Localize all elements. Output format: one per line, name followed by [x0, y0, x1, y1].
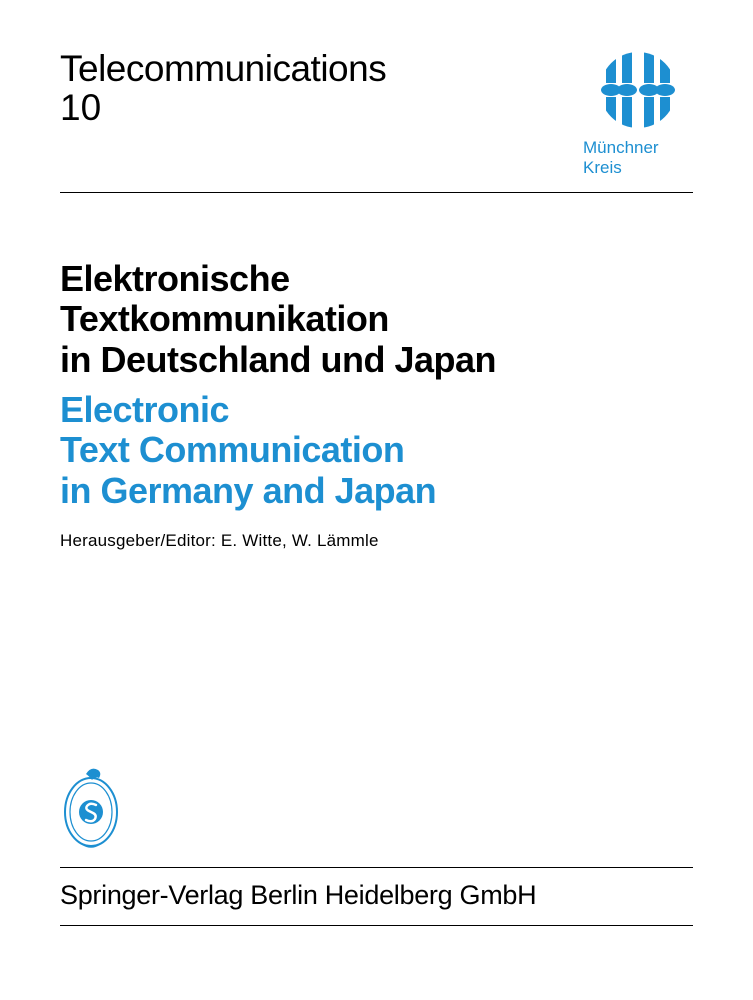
title-german: Elektronische Textkommunikation in Deuts… — [60, 259, 693, 380]
series-header: Telecommunications 10 — [60, 50, 693, 178]
publisher-name: Springer-Verlag Berlin Heidelberg GmbH — [60, 880, 693, 911]
springer-logo-icon — [60, 764, 122, 852]
series-subtitle: Münchner Kreis — [583, 138, 693, 178]
series-title: Telecommunications — [60, 50, 583, 89]
editors-line: Herausgeber/Editor: E. Witte, W. Lämmle — [60, 531, 693, 551]
title-english: Electronic Text Communication in Germany… — [60, 390, 693, 511]
title-de-line1: Elektronische — [60, 259, 693, 299]
title-block: Elektronische Textkommunikation in Deuts… — [60, 259, 693, 551]
header-rule — [60, 192, 693, 193]
title-en-line2: Text Communication — [60, 430, 693, 470]
title-en-line3: in Germany and Japan — [60, 471, 693, 511]
title-en-line1: Electronic — [60, 390, 693, 430]
publisher-rule-top — [60, 867, 693, 868]
series-number: 10 — [60, 89, 583, 126]
title-de-line2: Textkommunikation — [60, 299, 693, 339]
publisher-block: Springer-Verlag Berlin Heidelberg GmbH — [60, 764, 693, 926]
publisher-rule-bottom — [60, 925, 693, 926]
book-cover: Telecommunications 10 — [0, 0, 753, 1000]
title-de-line3: in Deutschland und Japan — [60, 340, 693, 380]
series-logo-wrap: Münchner Kreis — [583, 50, 693, 178]
series-title-block: Telecommunications 10 — [60, 50, 583, 126]
muenchner-kreis-logo-icon — [588, 50, 688, 130]
